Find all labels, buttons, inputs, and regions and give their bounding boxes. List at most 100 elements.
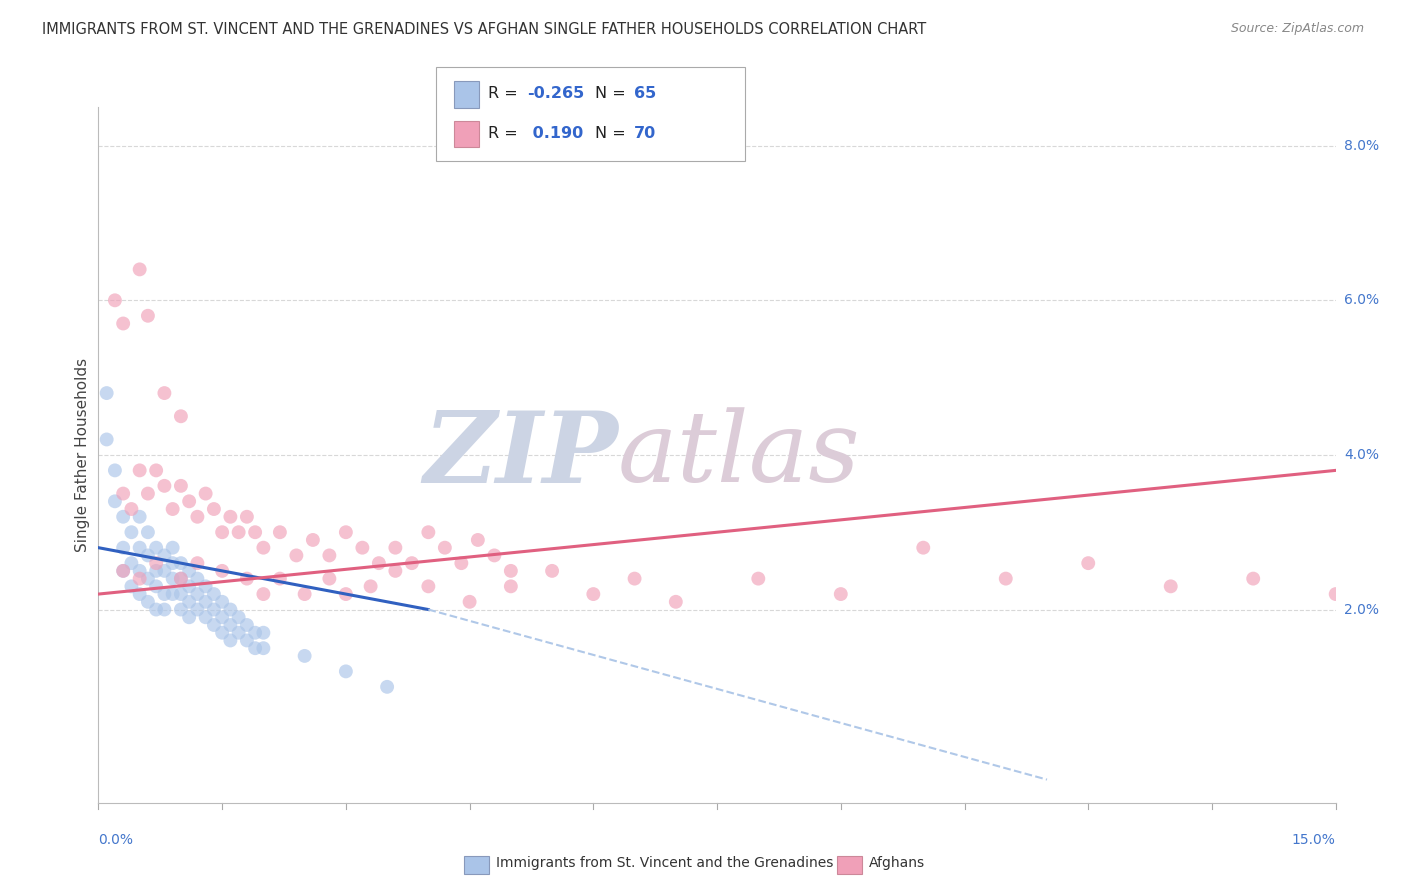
Point	[112, 317, 135, 331]
Point	[665, 595, 688, 609]
Point	[112, 486, 135, 500]
Text: 65: 65	[634, 86, 657, 101]
Text: Source: ZipAtlas.com: Source: ZipAtlas.com	[1230, 22, 1364, 36]
Point	[120, 525, 142, 540]
Text: N =: N =	[595, 126, 631, 141]
Point	[194, 610, 217, 624]
Point	[128, 509, 150, 524]
Point	[294, 587, 316, 601]
Point	[120, 556, 142, 570]
Point	[170, 572, 193, 586]
Point	[352, 541, 374, 555]
Point	[302, 533, 325, 547]
Point	[1324, 587, 1347, 601]
Point	[228, 625, 250, 640]
Point	[136, 549, 159, 563]
Point	[211, 625, 233, 640]
Point	[252, 541, 274, 555]
Point	[162, 587, 184, 601]
Point	[747, 572, 769, 586]
Point	[384, 541, 406, 555]
Point	[202, 602, 225, 616]
Text: 4.0%: 4.0%	[1344, 448, 1379, 462]
Text: IMMIGRANTS FROM ST. VINCENT AND THE GRENADINES VS AFGHAN SINGLE FATHER HOUSEHOLD: IMMIGRANTS FROM ST. VINCENT AND THE GREN…	[42, 22, 927, 37]
Point	[211, 525, 233, 540]
Point	[202, 618, 225, 632]
Point	[162, 502, 184, 516]
Point	[541, 564, 564, 578]
Point	[228, 610, 250, 624]
Point	[211, 564, 233, 578]
Point	[112, 564, 135, 578]
Point	[145, 564, 167, 578]
Point	[186, 572, 208, 586]
Point	[128, 541, 150, 555]
Point	[219, 509, 242, 524]
Point	[384, 564, 406, 578]
Point	[104, 463, 127, 477]
Point	[335, 587, 357, 601]
Point	[450, 556, 472, 570]
Point	[153, 386, 176, 401]
Text: -0.265: -0.265	[527, 86, 585, 101]
Point	[162, 541, 184, 555]
Point	[499, 564, 522, 578]
Text: 2.0%: 2.0%	[1344, 602, 1379, 616]
Point	[219, 602, 242, 616]
Point	[1241, 572, 1264, 586]
Point	[186, 587, 208, 601]
Point	[418, 579, 440, 593]
Point	[112, 509, 135, 524]
Point	[499, 579, 522, 593]
Point	[211, 595, 233, 609]
Point	[136, 309, 159, 323]
Point	[170, 572, 193, 586]
Point	[1077, 556, 1099, 570]
Point	[318, 549, 340, 563]
Point	[294, 648, 316, 663]
Text: 70: 70	[634, 126, 657, 141]
Point	[219, 633, 242, 648]
Point	[145, 541, 167, 555]
Point	[243, 641, 266, 656]
Text: 6.0%: 6.0%	[1344, 293, 1379, 308]
Text: R =: R =	[488, 126, 523, 141]
Point	[367, 556, 389, 570]
Text: 0.190: 0.190	[527, 126, 583, 141]
Point	[136, 486, 159, 500]
Point	[360, 579, 382, 593]
Point	[104, 293, 127, 308]
Text: ZIP: ZIP	[423, 407, 619, 503]
Point	[335, 665, 357, 679]
Text: Immigrants from St. Vincent and the Grenadines: Immigrants from St. Vincent and the Gren…	[496, 856, 834, 871]
Y-axis label: Single Father Households: Single Father Households	[75, 358, 90, 552]
Point	[418, 525, 440, 540]
Point	[582, 587, 605, 601]
Point	[401, 556, 423, 570]
Point	[162, 556, 184, 570]
Text: Afghans: Afghans	[869, 856, 925, 871]
Point	[252, 587, 274, 601]
Point	[145, 579, 167, 593]
Text: R =: R =	[488, 86, 523, 101]
Point	[153, 587, 176, 601]
Text: 8.0%: 8.0%	[1344, 138, 1379, 153]
Text: 15.0%: 15.0%	[1292, 833, 1336, 847]
Point	[228, 525, 250, 540]
Point	[112, 541, 135, 555]
Point	[153, 479, 176, 493]
Point	[170, 556, 193, 570]
Point	[179, 595, 201, 609]
Point	[243, 625, 266, 640]
Point	[236, 618, 259, 632]
Point	[128, 262, 150, 277]
Text: 0.0%: 0.0%	[98, 833, 134, 847]
Point	[211, 610, 233, 624]
Point	[104, 494, 127, 508]
Point	[153, 564, 176, 578]
Point	[252, 641, 274, 656]
Point	[179, 494, 201, 508]
Point	[623, 572, 645, 586]
Point	[145, 556, 167, 570]
Point	[128, 564, 150, 578]
